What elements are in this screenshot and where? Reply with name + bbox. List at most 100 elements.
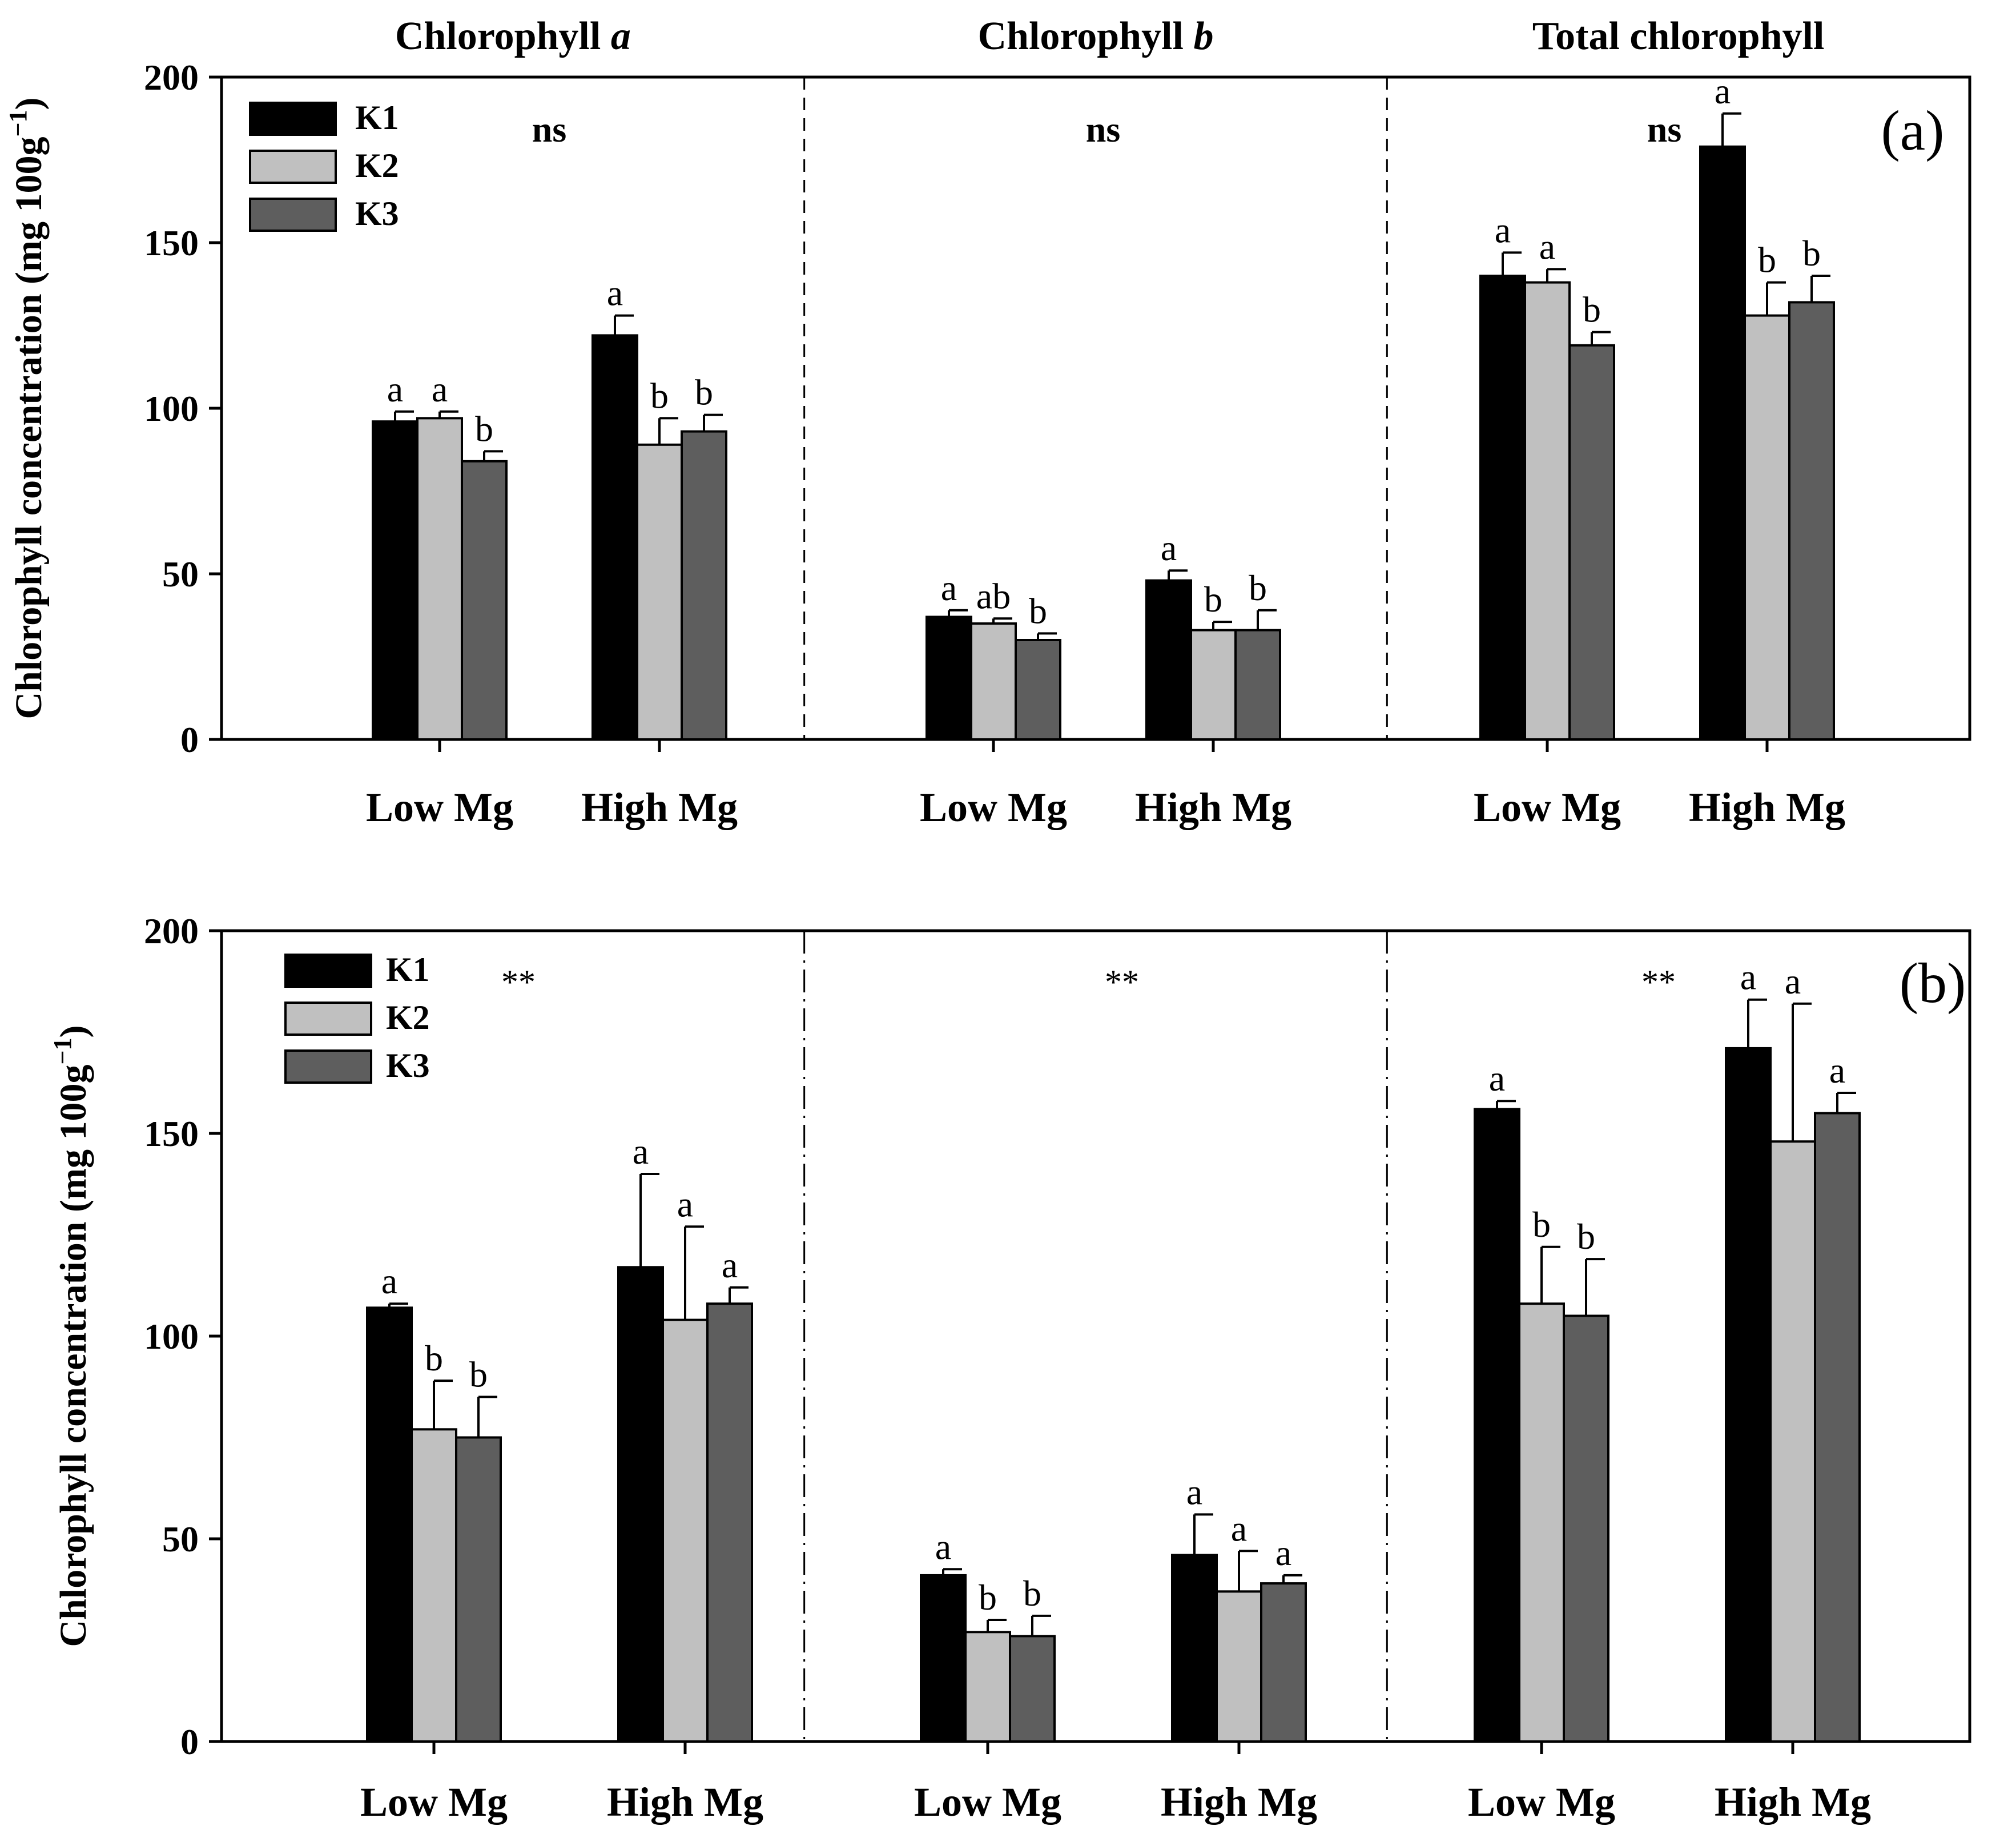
significance-letter: a bbox=[1275, 1533, 1291, 1573]
significance-letter: b bbox=[650, 375, 669, 416]
significance-letter: a bbox=[1231, 1508, 1247, 1549]
bar-k3 bbox=[1260, 1582, 1307, 1743]
y-tick-label: 50 bbox=[162, 554, 199, 594]
x-category-label: High Mg bbox=[1135, 785, 1291, 830]
significance-letter: a bbox=[1186, 1471, 1202, 1512]
significance-letter: a bbox=[1495, 210, 1511, 250]
group-title: Chlorophyll a bbox=[395, 14, 631, 58]
significance-letter: b bbox=[425, 1338, 443, 1378]
x-category-label: Low Mg bbox=[920, 785, 1067, 830]
bar-k1 bbox=[591, 334, 638, 741]
bar-k2 bbox=[1769, 1140, 1816, 1743]
significance-letter: a bbox=[941, 568, 957, 608]
x-category-label: Low Mg bbox=[914, 1779, 1061, 1825]
x-category-label: High Mg bbox=[1689, 785, 1845, 830]
significance-letter: b bbox=[1577, 1216, 1595, 1257]
overall-significance: ** bbox=[1105, 963, 1139, 1001]
y-tick-label: 100 bbox=[144, 388, 199, 429]
bar-k3 bbox=[1788, 301, 1835, 741]
significance-letter: b bbox=[695, 372, 713, 413]
bar-k1 bbox=[617, 1266, 664, 1743]
legend-swatch-k3 bbox=[249, 198, 337, 232]
group-title: Chlorophyll b bbox=[978, 14, 1214, 58]
significance-letter: b bbox=[979, 1577, 997, 1618]
significance-letter: b bbox=[1023, 1573, 1041, 1614]
legend-swatch-k3 bbox=[284, 1049, 372, 1084]
y-tick-label: 150 bbox=[144, 223, 199, 263]
bar-k2 bbox=[411, 1428, 457, 1743]
bar-k2 bbox=[1524, 281, 1571, 741]
x-category-label: Low Mg bbox=[366, 785, 513, 830]
significance-letter: b bbox=[1583, 289, 1601, 330]
significance-letter: a bbox=[722, 1245, 738, 1285]
y-tick-label: 0 bbox=[180, 719, 199, 760]
bar-k3 bbox=[1568, 344, 1615, 741]
bar-k2 bbox=[1190, 629, 1237, 741]
y-tick-label: 200 bbox=[144, 57, 199, 98]
y-axis-label: Chlorophyll concentration (mg 100g−1) bbox=[4, 97, 50, 719]
x-category-label: Low Mg bbox=[1474, 785, 1621, 830]
significance-letter: b bbox=[1249, 568, 1267, 608]
bar-k3 bbox=[1015, 639, 1061, 741]
bar-k3 bbox=[461, 460, 508, 741]
legend-swatch-k2 bbox=[249, 150, 337, 184]
panel-label: (a) bbox=[1881, 99, 1945, 162]
bar-k1 bbox=[925, 616, 972, 741]
legend-label: K2 bbox=[386, 999, 430, 1036]
bar-k2 bbox=[970, 622, 1017, 741]
bar-k1 bbox=[1725, 1047, 1772, 1743]
legend-swatch-k2 bbox=[284, 1002, 372, 1036]
significance-letter: a bbox=[1740, 957, 1756, 998]
x-category-label: High Mg bbox=[607, 1779, 763, 1825]
chart-panel-b: 0 50 100 150 200 Chlorophyll concentration (m… bbox=[49, 911, 1971, 1825]
bar-k1 bbox=[372, 420, 419, 741]
chart-panel-a: 0 50 100 150 200 Chlorophyll concentration (m… bbox=[4, 14, 1971, 830]
bar-k2 bbox=[1216, 1590, 1262, 1743]
significance-letter: b bbox=[1204, 579, 1222, 620]
significance-letter: b bbox=[475, 408, 493, 449]
bar-k3 bbox=[681, 430, 727, 741]
bar-k3 bbox=[706, 1302, 753, 1743]
x-category-label: High Mg bbox=[581, 785, 738, 830]
panel-label: (b) bbox=[1900, 951, 1966, 1015]
x-category-label: Low Mg bbox=[360, 1779, 508, 1825]
legend-label: K1 bbox=[386, 951, 430, 988]
overall-significance: ns bbox=[1647, 109, 1682, 150]
legend-label: K1 bbox=[355, 99, 399, 136]
significance-letter: a bbox=[607, 273, 623, 313]
bar-k2 bbox=[636, 443, 683, 741]
significance-letter: ab bbox=[976, 576, 1011, 616]
bar-k2 bbox=[1518, 1302, 1565, 1743]
bar-k3 bbox=[455, 1436, 502, 1743]
y-tick-label: 150 bbox=[144, 1113, 199, 1154]
bar-k1 bbox=[1145, 579, 1192, 741]
y-tick-label: 200 bbox=[144, 911, 199, 951]
overall-significance: ** bbox=[501, 963, 536, 1001]
legend-swatch-k1 bbox=[249, 102, 337, 136]
legend-label: K3 bbox=[386, 1047, 430, 1084]
significance-letter: a bbox=[432, 369, 448, 409]
significance-letter: a bbox=[633, 1131, 649, 1172]
bar-k3 bbox=[1814, 1112, 1861, 1743]
legend-swatch-k1 bbox=[284, 954, 372, 988]
legend-label: K2 bbox=[355, 147, 399, 184]
bar-k3 bbox=[1234, 629, 1281, 741]
bar-k2 bbox=[662, 1318, 709, 1743]
legend-label: K3 bbox=[355, 195, 399, 232]
significance-letter: b bbox=[1802, 233, 1821, 274]
y-axis-label: Chlorophyll concentration (mg 100g−1) bbox=[49, 1025, 94, 1647]
y-tick-label: 100 bbox=[144, 1316, 199, 1357]
x-category-label: High Mg bbox=[1161, 1779, 1317, 1825]
overall-significance: ** bbox=[1641, 963, 1676, 1001]
x-category-label: High Mg bbox=[1715, 1779, 1871, 1825]
y-tick-label: 50 bbox=[162, 1519, 199, 1559]
significance-letter: a bbox=[1715, 71, 1731, 111]
bar-k2 bbox=[964, 1631, 1011, 1743]
significance-letter: a bbox=[387, 369, 403, 409]
bar-k1 bbox=[920, 1574, 967, 1743]
significance-letter: a bbox=[1161, 528, 1177, 568]
significance-letter: a bbox=[677, 1184, 693, 1224]
significance-letter: b bbox=[1029, 590, 1047, 631]
bar-k1 bbox=[366, 1306, 413, 1743]
